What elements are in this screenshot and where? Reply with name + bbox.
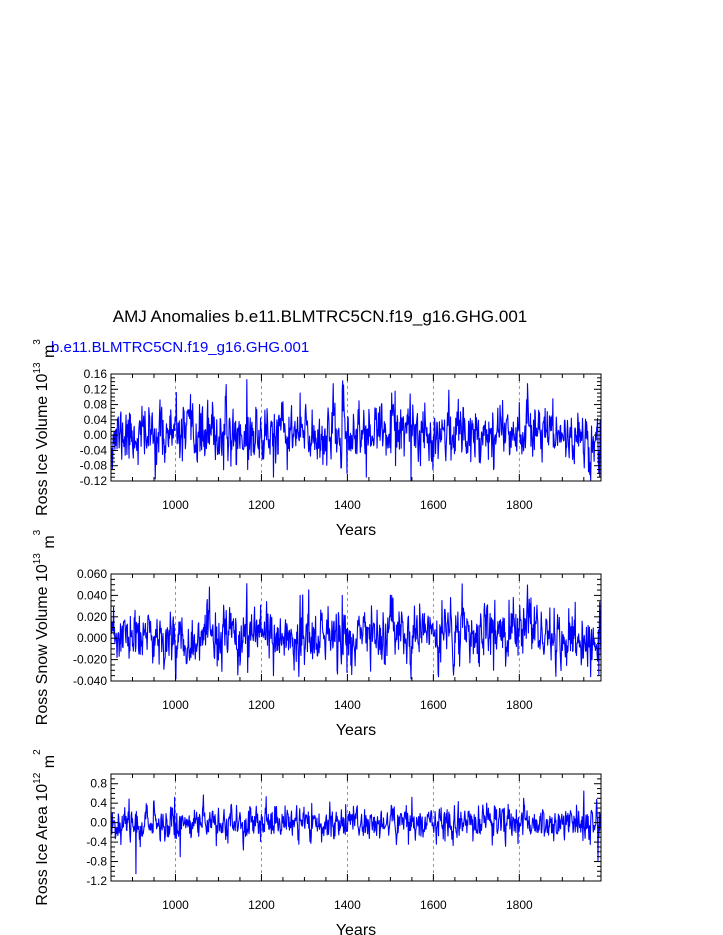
panel-1: -0.12-0.08 -0.040.000.040.08 0.120.16 1000 1… [32, 339, 602, 539]
y-tick-label: 0.060 [77, 567, 107, 581]
x-tick-label: 1400 [334, 898, 361, 912]
y-tick-label: -1.2 [86, 874, 107, 888]
y-tick-label: -0.12 [80, 474, 108, 488]
x-tick-label: 1600 [420, 898, 447, 912]
x-tick-label: 1000 [162, 898, 189, 912]
y-tick-label: -0.8 [86, 855, 107, 869]
y-tick-label: 0.040 [77, 588, 107, 602]
y-tick-label: -0.4 [86, 835, 107, 849]
x-tick-label: 1400 [334, 498, 361, 512]
panels: -0.12-0.08 -0.040.000.040.08 0.120.16 1000 1… [32, 339, 602, 935]
x-tick-label: 1800 [506, 698, 533, 712]
x-tick-label: 1000 [162, 698, 189, 712]
y-axis-label: Ross Ice Area 1012 m2 [32, 749, 58, 906]
y-tick-label: 0.8 [90, 777, 107, 791]
x-tick-label: 1800 [506, 898, 533, 912]
y-tick-label: 0.0 [90, 816, 107, 830]
x-tick-label: 1000 [162, 498, 189, 512]
x-axis-label: Years [336, 922, 376, 935]
x-axis-label: Years [336, 522, 376, 539]
y-tick-label: 0.000 [77, 631, 107, 645]
y-tick-label: -0.04 [80, 443, 108, 457]
chart-title: AMJ Anomalies b.e11.BLMTRC5CN.f19_g16.GH… [113, 307, 528, 326]
y-tick-label: 0.00 [84, 428, 108, 442]
y-tick-label: 0.4 [90, 796, 107, 810]
x-tick-label: 1600 [420, 498, 447, 512]
x-tick-label: 1800 [506, 498, 533, 512]
x-axis-label: Years [336, 722, 376, 739]
y-tick-label: 0.12 [84, 382, 108, 396]
panel-3: -1.2 -0.8 -0.4 0.0 0.4 0.8 1000 1200 1400 1600 180… [32, 749, 602, 935]
x-tick-label: 1600 [420, 698, 447, 712]
y-tick-label: -0.040 [73, 674, 107, 688]
y-axis-label: Ross Snow Volume 1013 m3 [32, 529, 58, 725]
y-tick-label: 0.08 [84, 398, 108, 412]
legend-entry: b.e11.BLMTRC5CN.f19_g16.GHG.001 [51, 339, 309, 356]
x-tick-label: 1400 [334, 698, 361, 712]
series-line [111, 583, 601, 680]
series-line [111, 790, 601, 875]
y-tick-label: 0.04 [84, 413, 108, 427]
x-tick-label: 1200 [248, 498, 275, 512]
panel-2: -0.040 -0.020 0.000 0.020 0.040 0.060 1000 1200… [32, 529, 602, 739]
x-tick-label: 1200 [248, 698, 275, 712]
series-line [111, 379, 601, 481]
y-tick-label: -0.020 [73, 653, 107, 667]
x-tick-label: 1200 [248, 898, 275, 912]
y-axis-label: Ross Ice Volume 1013 m3 [32, 339, 58, 516]
y-tick-label: -0.08 [80, 459, 108, 473]
y-tick-label: 0.16 [84, 367, 108, 381]
y-tick-label: 0.020 [77, 610, 107, 624]
